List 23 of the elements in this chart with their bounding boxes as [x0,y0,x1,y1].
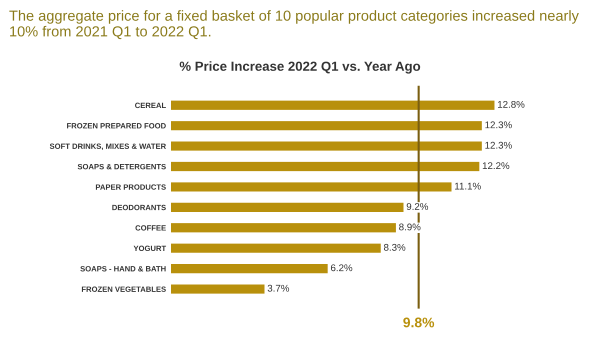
bar [171,244,381,253]
bar [171,141,482,151]
data-label: 8.9% [399,224,421,230]
bar [171,121,482,130]
data-label: 12.2% [482,162,510,170]
bar [171,100,494,110]
data-label: 8.3% [384,244,406,251]
data-label: 12.3% [485,142,512,149]
data-label: 9.2% [406,203,428,210]
bar [171,202,404,212]
bar [171,264,328,274]
bar [171,284,265,294]
data-label: 6.2% [330,264,352,272]
data-label: 3.7% [268,284,290,292]
bar [171,182,452,192]
bar [171,162,480,172]
bar [171,223,396,232]
ref-line-label: 9.8% [403,318,434,328]
data-label: 12.3% [485,121,512,128]
data-label: 11.1% [455,182,481,190]
data-label: 12.8% [498,100,524,108]
chart-subtitle: % Price Increase 2022 Q1 vs. Year Ago [180,61,420,74]
chart-title: The aggregate price for a fixed basket of 10 popular product categories increased nearly 10% from 2021 Q1 to 2022 Q1. [9,10,579,40]
